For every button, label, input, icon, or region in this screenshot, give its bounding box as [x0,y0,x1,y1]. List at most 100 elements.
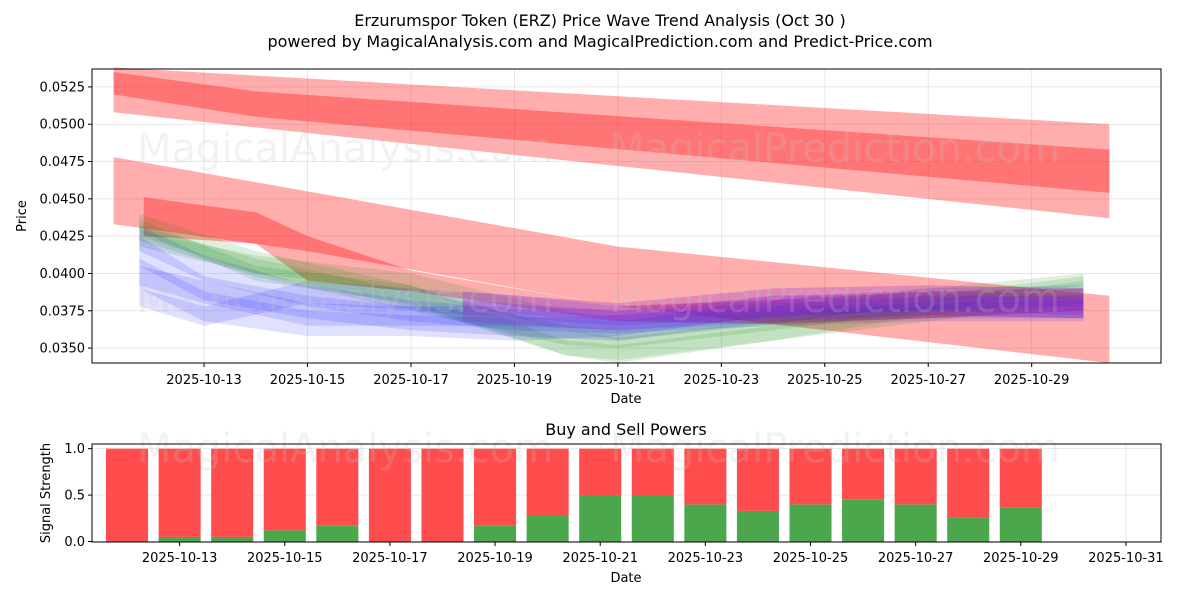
signal-x-ticks: 2025-10-13 2025-10-15 2025-10-17 2025-10-19… [142,542,1164,566]
price-y-tick-label: 0.0350 [40,342,86,357]
buy-bar [526,515,569,542]
sell-bar [211,448,254,537]
chart-subtitle: powered by MagicalAnalysis.com and Magic… [267,32,932,51]
wave-band-blue-11 [139,225,1084,334]
buy-bar [789,504,832,542]
wave-band-purple-14 [462,294,1084,331]
buy-bar [474,525,517,542]
wave-band-blue-8 [139,236,1084,341]
signal-bars [106,448,1042,542]
watermark-analysis: MagicalAnalysis.com [137,126,553,172]
price-x-tick-label: 2025-10-27 [890,373,966,388]
signal-y-ticks: 0.0 0.5 1.0 [64,442,92,550]
price-x-tick-label: 2025-10-19 [477,373,553,388]
buy-bar [947,517,990,542]
price-y-tick-label: 0.0425 [40,230,86,245]
price-x-tick-label: 2025-10-21 [580,373,656,388]
wave-band-red-2 [113,157,1110,363]
signal-x-tick-label: 2025-10-27 [878,551,954,566]
chart-title: Erzurumspor Token (ERZ) Price Wave Trend… [354,11,846,30]
signal-x-tick-label: 2025-10-23 [668,551,744,566]
buy-bar [842,499,885,542]
wave-band-blue-12 [139,266,1084,331]
price-y-tick-label: 0.0450 [40,192,86,207]
wave-band-green-5 [139,213,1084,363]
buy-sell-title: Buy and Sell Powers [545,420,707,439]
price-x-tick-label: 2025-10-29 [994,373,1070,388]
price-x-tick-label: 2025-10-25 [787,373,863,388]
price-x-tick-label: 2025-10-15 [270,373,346,388]
wave-band-green-6 [139,231,1084,341]
signal-x-tick-label: 2025-10-29 [983,551,1059,566]
sell-bar [894,448,937,505]
buy-bar [158,536,201,542]
price-grid [92,69,1161,363]
buy-bar [684,504,727,542]
wave-band-blue-9 [139,258,1084,341]
sell-bar [474,448,517,526]
signal-y-label: Signal Strength [39,443,54,543]
sell-bar [421,448,464,542]
signal-y-tick-label: 0.0 [64,535,85,550]
watermark-prediction: MagicalPrediction.com [610,126,1060,172]
wave-band-red-3 [143,197,1084,325]
watermark-prediction-bottom: MagicalPrediction.com [610,426,1060,472]
buy-bar [631,495,674,542]
sell-bar [947,448,990,518]
sell-bar [526,448,569,516]
signal-x-label: Date [610,571,641,586]
wave-band-purple-13 [462,285,1084,322]
price-x-tick-label: 2025-10-13 [166,373,242,388]
buy-bar [211,536,254,542]
sell-bar [631,448,674,496]
price-bands [113,67,1110,363]
sell-bar [999,448,1042,508]
price-wave-panel: MagicalAnalysis.com MagicalPrediction.co… [15,67,1162,407]
buy-bar [579,495,622,542]
signal-x-tick-label: 2025-10-15 [247,551,323,566]
watermark-prediction-lower: MagicalPrediction.com [610,276,1060,322]
sell-bar [368,448,411,542]
sell-bar [263,448,306,531]
price-x-tick-label: 2025-10-23 [684,373,760,388]
sell-bar [736,448,779,511]
wave-band-red-1 [113,72,1110,193]
signal-y-tick-label: 0.5 [64,489,85,504]
sell-bar [684,448,727,505]
price-x-tick-label: 2025-10-17 [373,373,449,388]
buy-bar [894,504,937,542]
signal-x-tick-label: 2025-10-31 [1088,551,1164,566]
price-plot-frame [91,68,1162,364]
sell-bar [158,448,201,537]
buy-bar [736,510,779,542]
signal-x-tick-label: 2025-10-25 [773,551,849,566]
signal-x-tick-label: 2025-10-17 [352,551,428,566]
buy-bar [316,525,359,542]
sell-bar [106,448,149,542]
signal-x-tick-label: 2025-10-21 [562,551,638,566]
wave-band-blue-10 [139,280,1084,326]
price-x-label: Date [610,392,641,407]
wave-band-red-0 [113,67,1110,219]
signal-x-tick-label: 2025-10-19 [457,551,533,566]
signal-x-tick-label: 2025-10-13 [142,551,218,566]
price-x-ticks: 2025-10-13 2025-10-15 2025-10-17 2025-10-19… [166,363,1069,388]
price-y-tick-label: 0.0400 [40,267,86,282]
price-y-label: Price [15,200,30,232]
price-y-tick-label: 0.0525 [40,80,86,95]
wave-band-green-7 [139,219,1084,360]
signal-plot-frame [91,443,1162,543]
watermark-analysis-bottom: MagicalAnalysis.com [137,426,553,472]
buy-sell-panel: Buy and Sell Powers MagicalAnalysis.com … [39,420,1164,586]
price-y-tick-label: 0.0500 [40,118,86,133]
buy-bar [999,507,1042,542]
wave-band-green-4 [139,225,1084,349]
sell-bar [842,448,885,500]
price-y-ticks: 0.0350 0.0375 0.0400 0.0425 0.0450 0.0475 0.05… [40,80,92,357]
watermark-analysis-lower: MagicalAnalysis.com [137,276,553,322]
price-y-tick-label: 0.0375 [40,304,86,319]
buy-bar [263,530,306,542]
sell-bar [316,448,359,526]
signal-y-tick-label: 1.0 [64,442,85,457]
